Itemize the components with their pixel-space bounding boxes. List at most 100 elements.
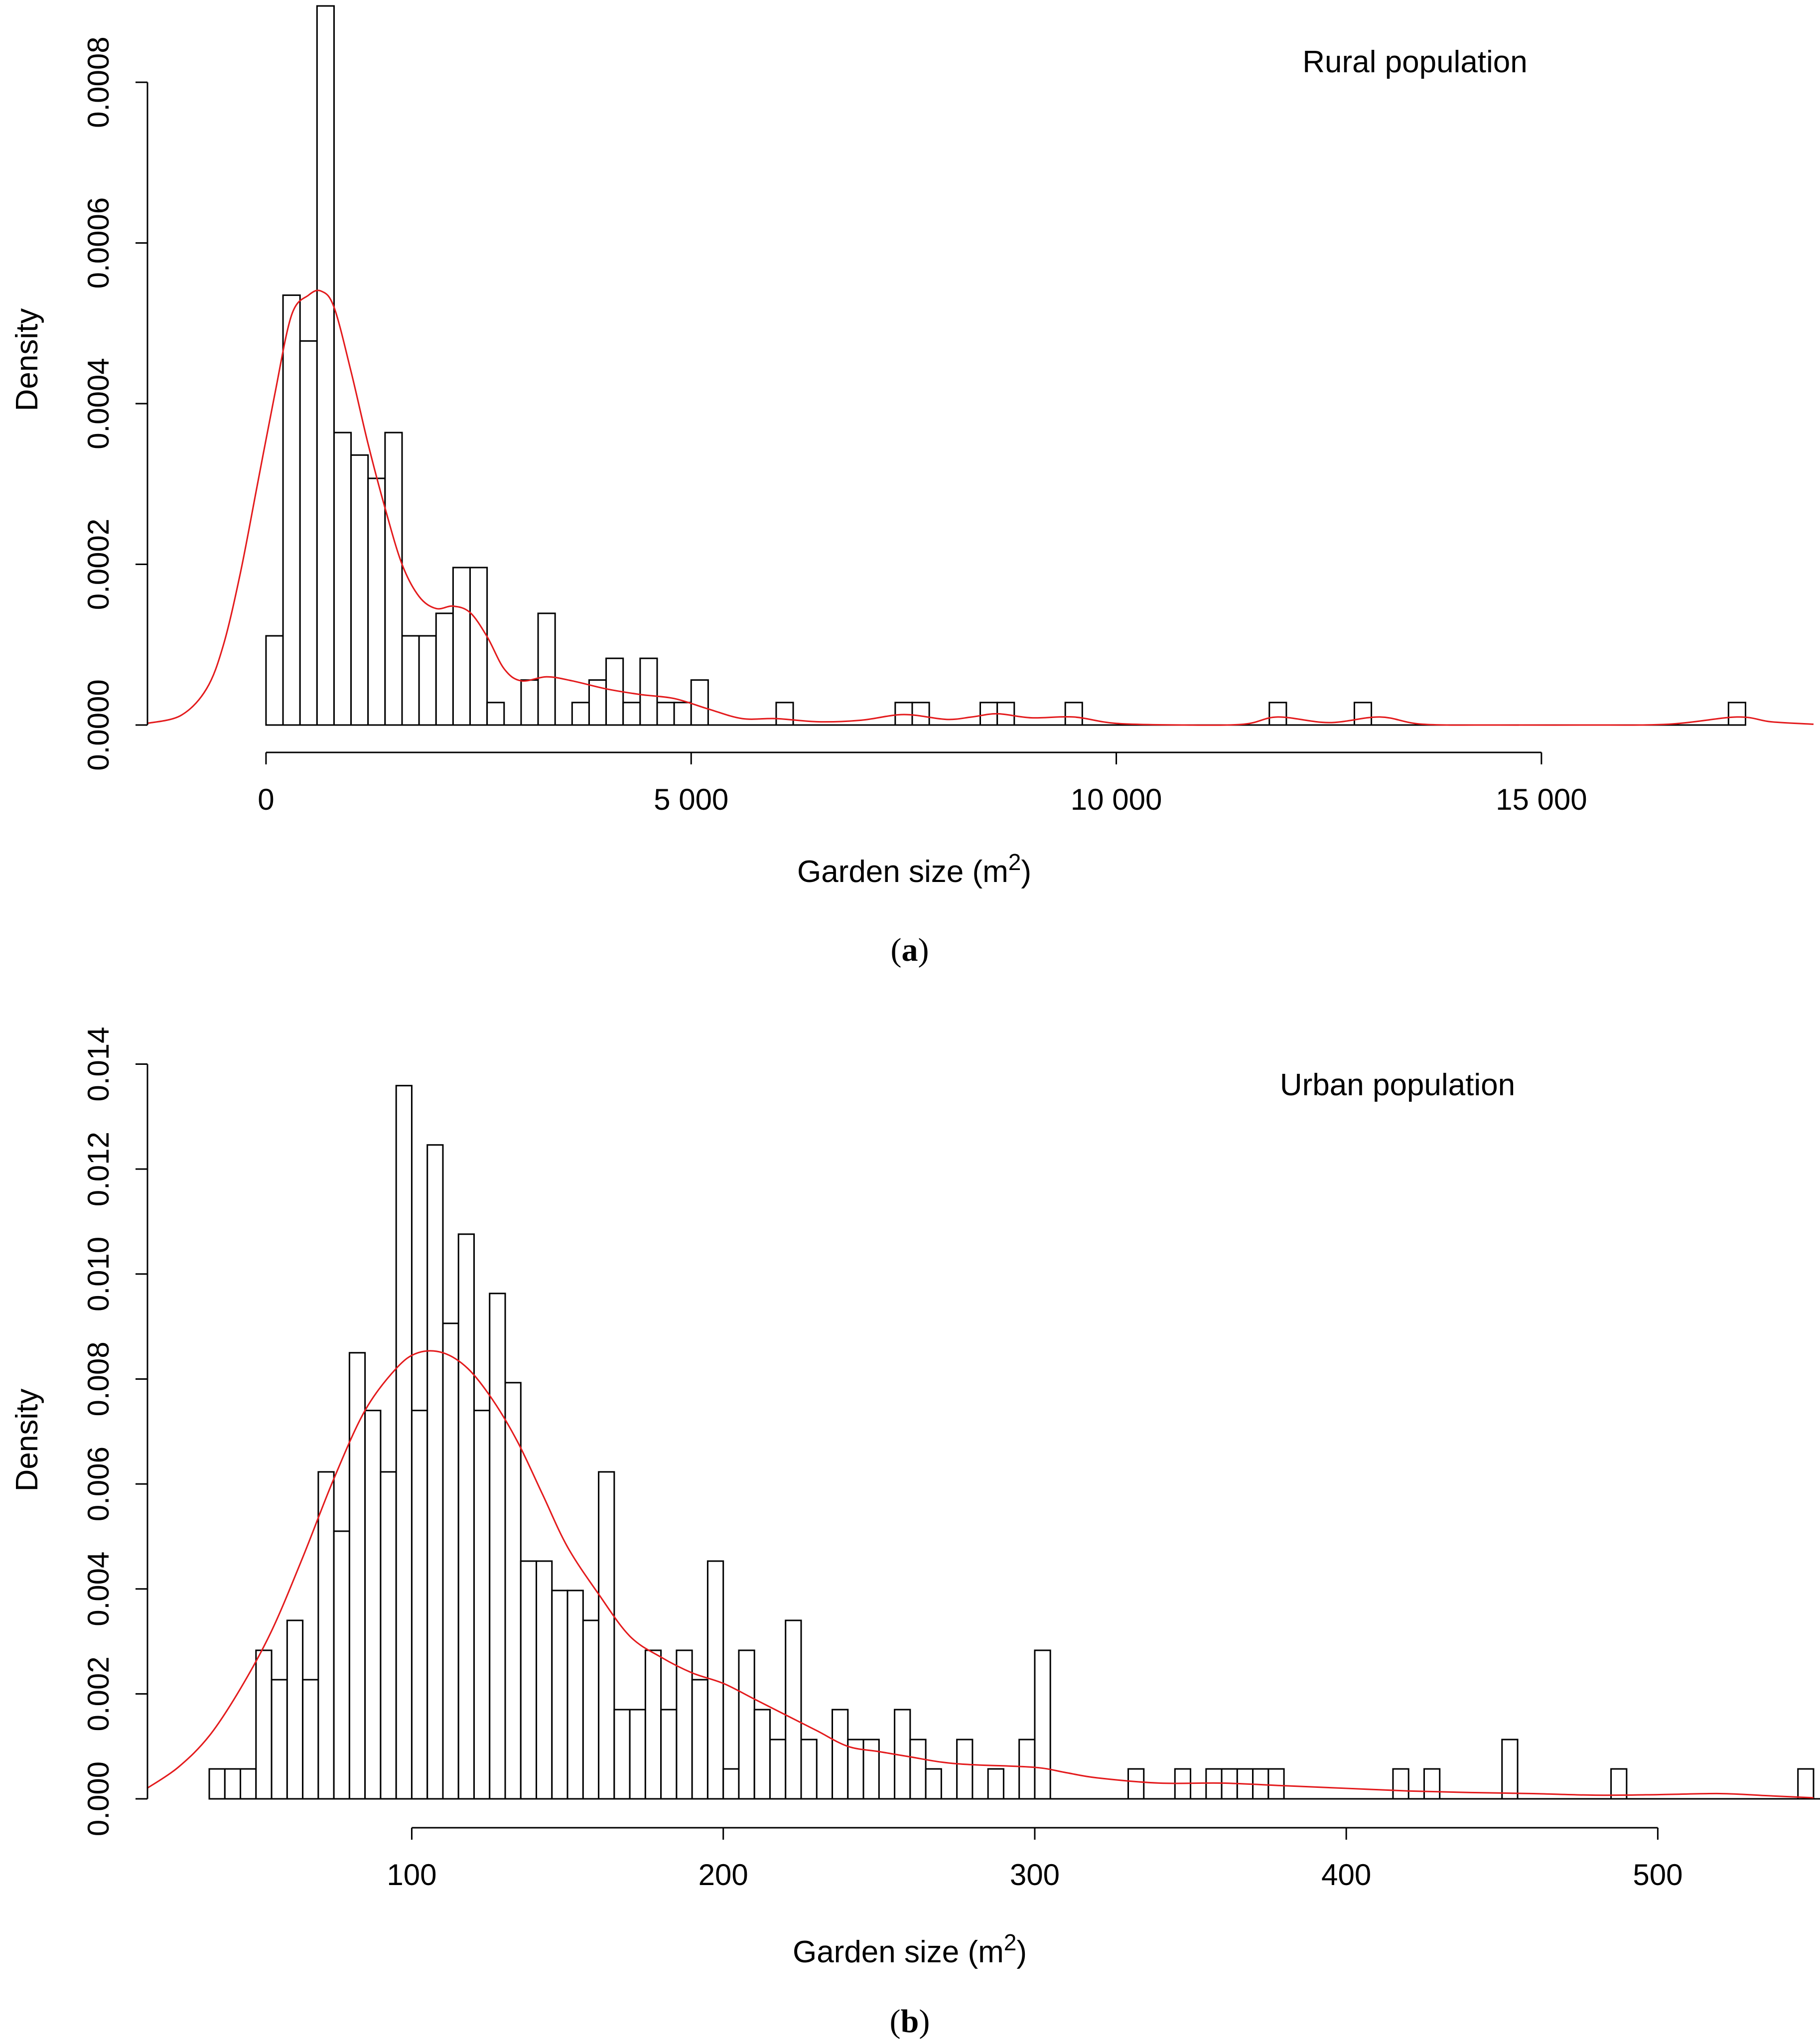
histogram-bar [1267,1768,1285,1800]
histogram-bars [265,5,1746,726]
x-axis-label: Garden size (m2) [797,849,1031,889]
histogram-bar [862,1739,880,1800]
histogram-bar [613,1709,631,1800]
histogram-bar [1423,1768,1441,1800]
x-tick-label: 0 [258,783,274,816]
histogram-bar [629,1709,646,1800]
y-axis: 0.0000 0.0002 0.0004 0.0006 0.0008 [82,36,148,771]
histogram-bar [520,679,539,726]
y-tick-label: 0.014 [82,1026,115,1101]
histogram-bar [1018,1739,1036,1800]
y-tick-label: 0.006 [82,1447,115,1521]
y-tick-label: 0.0004 [82,358,115,449]
histogram-bar [1127,1768,1145,1800]
histogram-bar [894,702,913,726]
x-tick-label: 100 [387,1858,436,1892]
y-tick-label: 0.0006 [82,197,115,289]
histogram-bar [469,567,488,726]
histogram-bar [775,702,794,726]
x-tick-label: 200 [699,1858,748,1892]
histogram-bar [504,1382,522,1800]
histogram-bar [738,1649,755,1800]
chart-panel-a: 0.0000 0.0002 0.0004 0.0006 0.0008 0 5 000 10 … [10,5,1814,968]
histogram-bar [367,477,386,726]
x-axis: 100 200 300 400 500 [387,1827,1682,1892]
density-curve [146,290,1814,726]
histogram-bar [1064,702,1083,726]
y-tick-label: 0.010 [82,1237,115,1312]
y-tick-label: 0.0002 [82,519,115,610]
annotation-urban-population: Urban population [1280,1068,1515,1102]
histogram-bar [622,702,641,726]
x-tick-label: 15 000 [1496,783,1587,816]
histogram-bar [457,1233,475,1800]
y-tick-label: 0.0008 [82,36,115,128]
histogram-bar [520,1560,538,1800]
histogram-bar [333,1530,350,1800]
histogram-bar [265,635,284,726]
histogram-bar [316,5,335,726]
histogram-bar [255,1649,273,1800]
histogram-bar [486,702,505,726]
histogram-bar [1727,702,1746,726]
x-tick-label: 5 000 [654,783,728,816]
histogram-bar [240,1768,257,1800]
histogram-bar [286,1619,304,1800]
x-tick-label: 500 [1633,1858,1682,1892]
histogram-bar [690,679,709,726]
y-tick-label: 0.002 [82,1656,115,1731]
histogram-bar [395,1085,413,1800]
histogram-bar [598,1471,615,1800]
histogram-bar [673,702,692,726]
histogram-bar [536,1560,553,1800]
histogram-bar [299,340,318,726]
histogram-bar [208,1768,226,1800]
histogram-bar [333,432,352,726]
histogram-bar [722,1768,740,1800]
x-tick-label: 300 [1010,1858,1060,1892]
histogram-bar [473,1410,491,1800]
histogram-bar [1392,1768,1409,1800]
y-tick-label: 0.000 [82,1761,115,1836]
histogram-bar [769,1739,787,1800]
histogram-bar [1501,1739,1519,1800]
histogram-bar [639,657,658,726]
histogram-bar [644,1649,662,1800]
histogram-bar [411,1410,428,1800]
panel-label-b: (b) [890,2003,930,2040]
histogram-bar [909,1739,927,1800]
y-axis-label: Density [10,308,44,412]
histogram-bar [1034,1649,1051,1800]
histogram-bar [785,1619,802,1800]
histogram-bar [753,1709,771,1800]
histogram-bar [350,454,369,726]
y-tick-label: 0.0000 [82,679,115,771]
density-curve [146,1350,1814,1799]
x-tick-label: 400 [1321,1858,1371,1892]
histogram-bar [1610,1768,1628,1800]
histogram-bar [401,635,420,726]
histogram-bar [384,432,403,726]
histogram-bar [566,1590,584,1800]
x-tick-label: 10 000 [1071,783,1162,816]
histogram-bar [317,1471,335,1800]
histogram-bar [348,1352,366,1800]
histogram-bar [442,1322,459,1800]
histogram-bar [911,702,930,726]
chart-panel-b: 0.000 0.002 0.004 0.006 0.008 0.010 0.012 0.014… [10,1026,1820,2040]
histogram-bar [832,1709,849,1800]
annotation-rural-population: Rural population [1302,45,1528,79]
panel-label-a: (a) [891,932,929,968]
histogram-bar [571,702,590,726]
histogram-bars [208,1085,1820,1800]
histogram-bar [660,1709,678,1800]
histogram-bar [582,1619,600,1800]
histogram-bar [380,1471,397,1800]
histogram-bar [800,1739,818,1800]
y-tick-label: 0.004 [82,1552,115,1626]
x-axis-label: Garden size (m2) [793,1929,1027,1969]
histogram-bar [987,1768,1004,1800]
histogram-bar [224,1768,242,1800]
y-axis: 0.000 0.002 0.004 0.006 0.008 0.010 0.012 0.014 [82,1026,148,1836]
